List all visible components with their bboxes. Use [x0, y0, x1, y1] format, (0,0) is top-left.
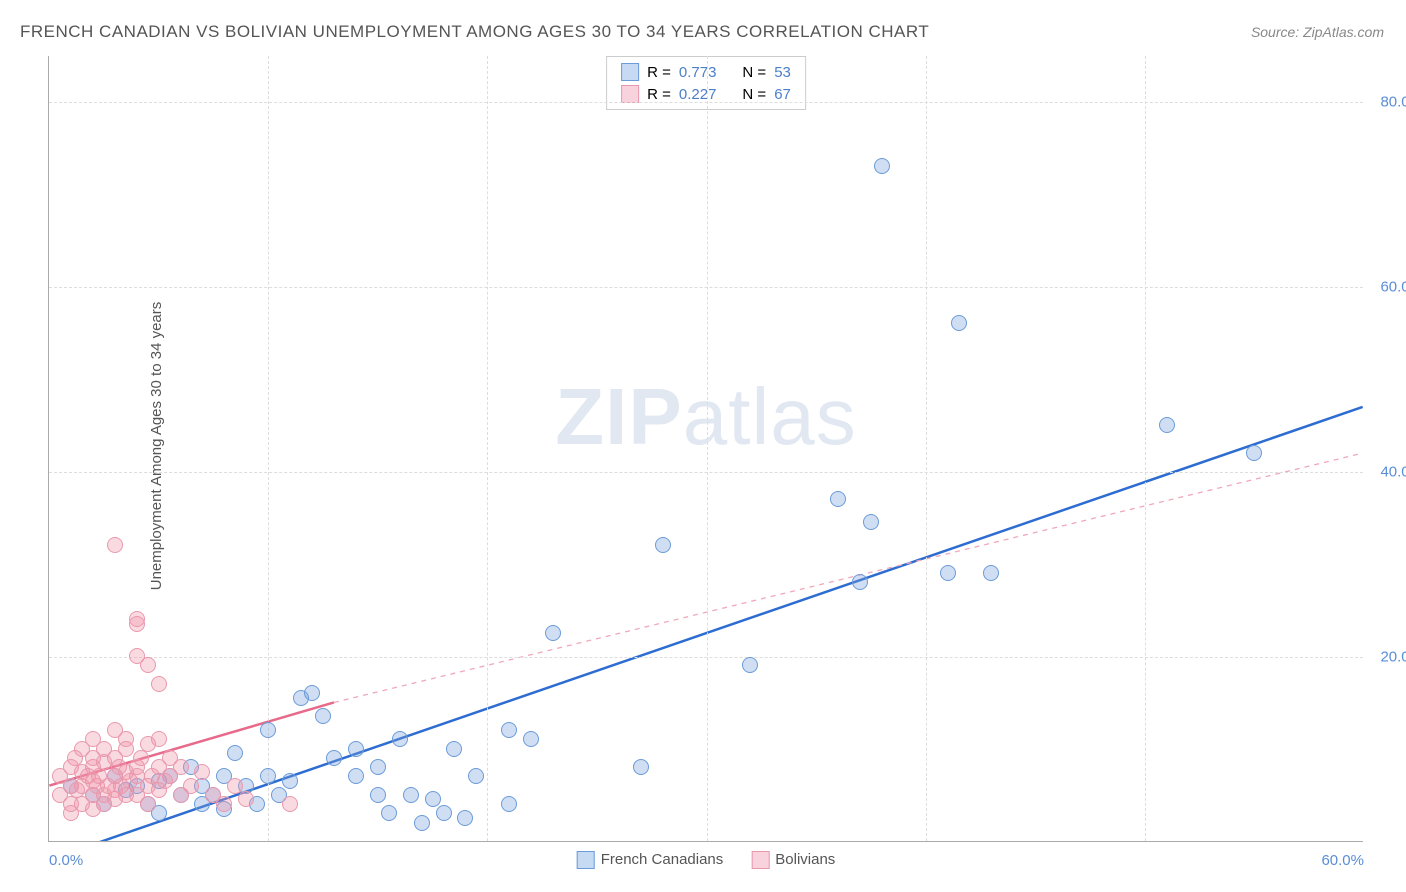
- data-point: [282, 796, 298, 812]
- data-point: [133, 750, 149, 766]
- data-point: [140, 796, 156, 812]
- data-point: [951, 315, 967, 331]
- legend-item: French Canadians: [577, 851, 724, 869]
- legend-swatch: [621, 63, 639, 81]
- y-tick-label: 80.0%: [1368, 94, 1406, 111]
- data-point: [501, 722, 517, 738]
- gridline-v: [926, 56, 927, 841]
- legend-label: Bolivians: [775, 851, 835, 868]
- y-tick-label: 60.0%: [1368, 279, 1406, 296]
- legend-item: Bolivians: [751, 851, 835, 869]
- data-point: [129, 611, 145, 627]
- r-label: R =: [647, 86, 671, 103]
- data-point: [227, 778, 243, 794]
- data-point: [260, 768, 276, 784]
- r-label: R =: [647, 64, 671, 81]
- legend-label: French Canadians: [601, 851, 724, 868]
- data-point: [260, 722, 276, 738]
- chart-title: FRENCH CANADIAN VS BOLIVIAN UNEMPLOYMENT…: [20, 22, 929, 42]
- data-point: [830, 491, 846, 507]
- data-point: [348, 768, 364, 784]
- data-point: [468, 768, 484, 784]
- data-point: [194, 764, 210, 780]
- data-point: [436, 805, 452, 821]
- y-tick-label: 20.0%: [1368, 649, 1406, 666]
- data-point: [403, 787, 419, 803]
- data-point: [140, 657, 156, 673]
- n-label: N =: [742, 86, 766, 103]
- data-point: [983, 565, 999, 581]
- data-point: [238, 791, 254, 807]
- data-point: [874, 158, 890, 174]
- data-point: [392, 731, 408, 747]
- watermark-light: atlas: [683, 372, 857, 461]
- x-tick-label: 60.0%: [1321, 852, 1364, 869]
- data-point: [216, 796, 232, 812]
- data-point: [151, 676, 167, 692]
- r-value: 0.773: [679, 64, 717, 81]
- scatter-plot: ZIPatlas R =0.773N =53R =0.227N =67 Fren…: [48, 56, 1363, 842]
- data-point: [227, 745, 243, 761]
- data-point: [852, 574, 868, 590]
- data-point: [457, 810, 473, 826]
- series-legend: French Canadians Bolivians: [577, 851, 836, 869]
- data-point: [326, 750, 342, 766]
- gridline-v: [1145, 56, 1146, 841]
- data-point: [863, 514, 879, 530]
- data-point: [348, 741, 364, 757]
- n-label: N =: [742, 64, 766, 81]
- legend-swatch: [577, 851, 595, 869]
- data-point: [425, 791, 441, 807]
- data-point: [381, 805, 397, 821]
- data-point: [151, 731, 167, 747]
- data-point: [501, 796, 517, 812]
- gridline-v: [707, 56, 708, 841]
- gridline-v: [487, 56, 488, 841]
- y-tick-label: 40.0%: [1368, 464, 1406, 481]
- data-point: [282, 773, 298, 789]
- data-point: [107, 537, 123, 553]
- data-point: [414, 815, 430, 831]
- data-point: [370, 787, 386, 803]
- data-point: [370, 759, 386, 775]
- n-value: 67: [774, 86, 791, 103]
- data-point: [633, 759, 649, 775]
- data-point: [940, 565, 956, 581]
- watermark-bold: ZIP: [555, 372, 682, 461]
- n-value: 53: [774, 64, 791, 81]
- data-point: [446, 741, 462, 757]
- data-point: [304, 685, 320, 701]
- data-point: [118, 731, 134, 747]
- data-point: [1159, 417, 1175, 433]
- data-point: [1246, 445, 1262, 461]
- source-attribution: Source: ZipAtlas.com: [1251, 24, 1384, 40]
- data-point: [523, 731, 539, 747]
- data-point: [545, 625, 561, 641]
- r-value: 0.227: [679, 86, 717, 103]
- data-point: [183, 778, 199, 794]
- x-tick-label: 0.0%: [49, 852, 83, 869]
- data-point: [655, 537, 671, 553]
- legend-swatch: [751, 851, 769, 869]
- legend-swatch: [621, 85, 639, 103]
- data-point: [742, 657, 758, 673]
- data-point: [173, 759, 189, 775]
- data-point: [315, 708, 331, 724]
